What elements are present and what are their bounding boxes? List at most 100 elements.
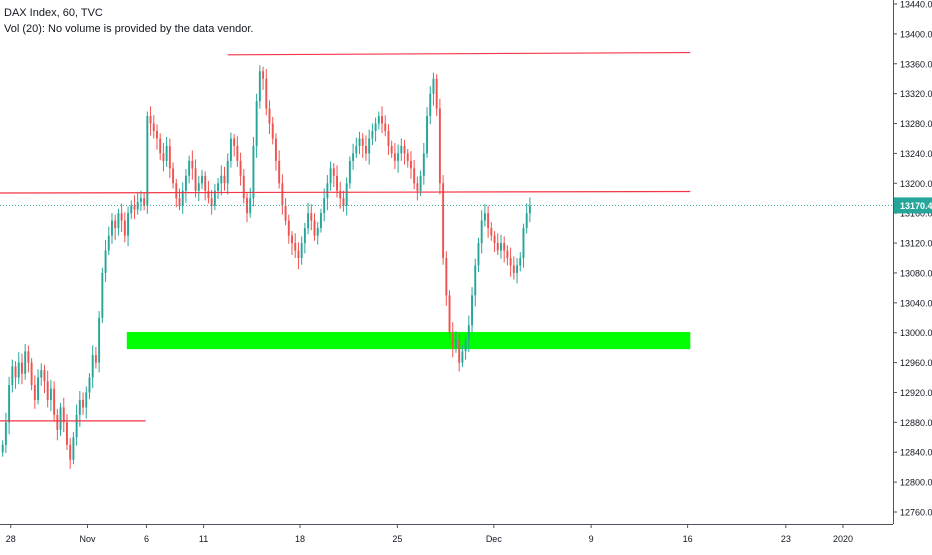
candle[interactable]: [72, 432, 75, 465]
candle[interactable]: [40, 363, 43, 386]
candle[interactable]: [265, 68, 268, 116]
candle[interactable]: [24, 343, 27, 380]
candle[interactable]: [127, 206, 130, 247]
candle[interactable]: [422, 142, 425, 185]
candle[interactable]: [59, 402, 62, 436]
candle[interactable]: [487, 205, 490, 238]
candle[interactable]: [114, 214, 117, 241]
candle[interactable]: [255, 93, 258, 158]
candle[interactable]: [75, 404, 78, 446]
candle[interactable]: [226, 153, 229, 195]
candle[interactable]: [223, 166, 226, 191]
candle[interactable]: [162, 142, 165, 172]
candle[interactable]: [229, 132, 232, 168]
candle[interactable]: [455, 331, 457, 353]
candle[interactable]: [310, 204, 313, 231]
candle[interactable]: [204, 171, 207, 201]
candle[interactable]: [178, 188, 181, 211]
candle[interactable]: [374, 117, 377, 142]
candle[interactable]: [46, 370, 49, 408]
candle[interactable]: [387, 124, 390, 155]
candle[interactable]: [159, 133, 162, 161]
candle[interactable]: [30, 358, 33, 391]
candle[interactable]: [503, 236, 506, 263]
candle[interactable]: [56, 408, 59, 441]
candle[interactable]: [458, 332, 461, 372]
candle[interactable]: [483, 204, 486, 227]
candle[interactable]: [43, 364, 46, 394]
candle[interactable]: [262, 66, 265, 90]
candle[interactable]: [474, 258, 477, 307]
candle[interactable]: [403, 139, 406, 165]
candle[interactable]: [149, 106, 152, 136]
candle[interactable]: [156, 124, 158, 150]
candle[interactable]: [332, 163, 335, 188]
candle[interactable]: [509, 247, 512, 277]
candle[interactable]: [184, 169, 187, 203]
candle[interactable]: [409, 151, 412, 179]
candle[interactable]: [413, 160, 416, 190]
candle[interactable]: [217, 178, 220, 199]
candle[interactable]: [252, 136, 255, 207]
candle[interactable]: [477, 237, 480, 273]
candle[interactable]: [345, 177, 348, 216]
candle[interactable]: [101, 267, 104, 323]
candle[interactable]: [146, 111, 149, 214]
candle[interactable]: [120, 203, 123, 232]
candle[interactable]: [274, 133, 277, 171]
candle[interactable]: [519, 252, 522, 272]
candle[interactable]: [464, 335, 467, 360]
candle[interactable]: [85, 386, 88, 419]
candle[interactable]: [297, 242, 300, 270]
candle[interactable]: [139, 190, 142, 211]
candle[interactable]: [14, 361, 17, 389]
candle[interactable]: [496, 233, 499, 256]
candle[interactable]: [316, 222, 319, 245]
candle[interactable]: [194, 159, 197, 198]
candle[interactable]: [246, 193, 248, 223]
candle[interactable]: [181, 182, 184, 214]
candle[interactable]: [522, 223, 525, 268]
candle[interactable]: [233, 133, 236, 157]
candle[interactable]: [516, 258, 519, 284]
candle[interactable]: [313, 213, 316, 241]
candle[interactable]: [242, 169, 245, 204]
candle[interactable]: [11, 359, 14, 393]
candle[interactable]: [123, 212, 126, 243]
candle[interactable]: [104, 240, 107, 282]
candle[interactable]: [493, 231, 496, 253]
candle[interactable]: [429, 86, 432, 125]
candle[interactable]: [69, 438, 72, 469]
candle[interactable]: [506, 245, 509, 266]
candle[interactable]: [512, 256, 515, 280]
candle[interactable]: [111, 213, 113, 244]
candle[interactable]: [268, 100, 271, 134]
candle[interactable]: [197, 175, 200, 202]
candle[interactable]: [448, 290, 451, 339]
candle[interactable]: [98, 311, 101, 373]
candle[interactable]: [416, 176, 419, 201]
candle[interactable]: [143, 192, 146, 211]
candle[interactable]: [236, 136, 239, 167]
candle[interactable]: [4, 412, 7, 453]
candle[interactable]: [165, 136, 168, 167]
candle[interactable]: [461, 345, 464, 368]
candle[interactable]: [471, 287, 474, 333]
candle[interactable]: [364, 135, 367, 161]
candle[interactable]: [284, 198, 287, 226]
candle[interactable]: [53, 381, 56, 422]
candle[interactable]: [258, 65, 261, 109]
trend-line[interactable]: [0, 190, 691, 194]
candle[interactable]: [303, 222, 306, 254]
candle[interactable]: [62, 397, 65, 433]
x-axis-panel[interactable]: [0, 524, 932, 550]
candle[interactable]: [339, 181, 342, 209]
candle[interactable]: [213, 184, 216, 211]
candle[interactable]: [130, 200, 133, 220]
candle[interactable]: [319, 208, 322, 233]
candle[interactable]: [21, 353, 23, 385]
candle[interactable]: [117, 208, 120, 236]
candle[interactable]: [451, 322, 454, 358]
candle[interactable]: [381, 106, 383, 134]
support-zone[interactable]: [126, 331, 691, 350]
